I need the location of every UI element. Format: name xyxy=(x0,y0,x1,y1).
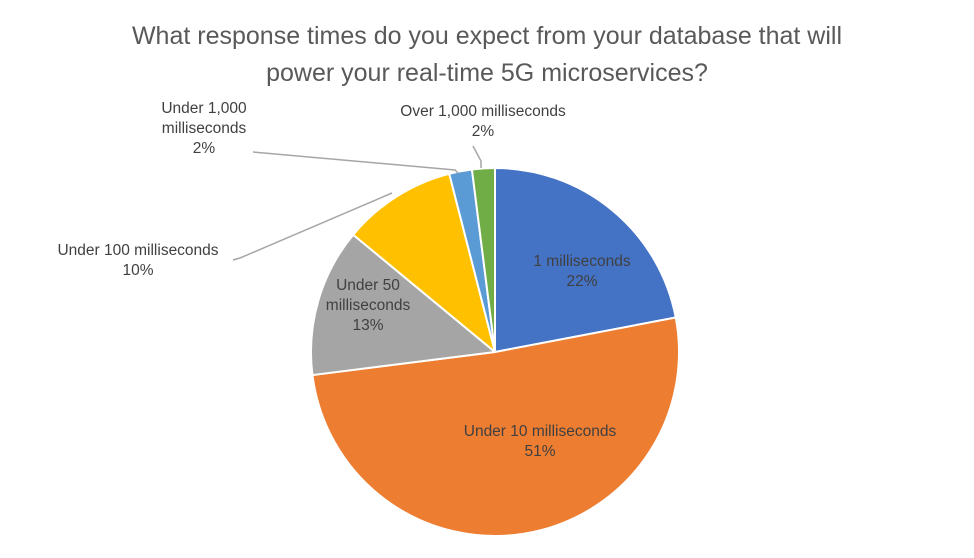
pie-slice-3 xyxy=(310,233,496,377)
data-label-value: 51% xyxy=(524,443,555,460)
data-label-category: Under 50 xyxy=(336,277,400,294)
data-label-value: 13% xyxy=(352,317,383,334)
data-label-2: Under 10 milliseconds 51% xyxy=(464,423,617,460)
data-label-1: 1 milliseconds 22% xyxy=(533,253,631,290)
data-label-category: Over 1,000 milliseconds xyxy=(400,103,566,120)
data-label-category: Under 10 milliseconds xyxy=(464,423,617,440)
data-label-3: Under 50 milliseconds 13% xyxy=(326,277,411,334)
leader-line-5 xyxy=(252,151,459,174)
data-label-value: 2% xyxy=(193,140,216,157)
data-label-6: Over 1,000 milliseconds 2% xyxy=(400,103,566,140)
data-label-4: Under 100 milliseconds 10% xyxy=(57,242,218,279)
data-label-value: 10% xyxy=(122,262,153,279)
chart-title: What response times do you expect from y… xyxy=(0,18,974,92)
data-labels: 1 milliseconds 22% Under 10 milliseconds 51… xyxy=(57,100,630,460)
data-label-category: Under 1,000 xyxy=(161,100,247,117)
pie-slice-2 xyxy=(311,316,680,537)
pie-slice-1 xyxy=(494,167,677,353)
pie-slice-4 xyxy=(352,172,496,353)
chart-title-line-1: What response times do you expect from y… xyxy=(131,22,843,50)
pie-slices xyxy=(310,167,680,537)
chart-title-line-2: power your real-time 5G microservices? xyxy=(266,59,708,87)
leader-lines xyxy=(232,145,482,261)
data-label-value: 2% xyxy=(472,123,495,140)
data-label-category: Under 100 milliseconds xyxy=(57,242,218,259)
leader-line-6 xyxy=(472,145,482,168)
leader-line-4 xyxy=(232,192,393,261)
data-label-category: milliseconds xyxy=(326,297,411,314)
data-label-5: Under 1,000 milliseconds 2% xyxy=(161,100,247,157)
data-label-category: milliseconds xyxy=(162,120,247,137)
data-label-value: 22% xyxy=(566,273,597,290)
data-label-category: 1 milliseconds xyxy=(533,253,631,270)
pie-slice-6 xyxy=(470,167,496,353)
